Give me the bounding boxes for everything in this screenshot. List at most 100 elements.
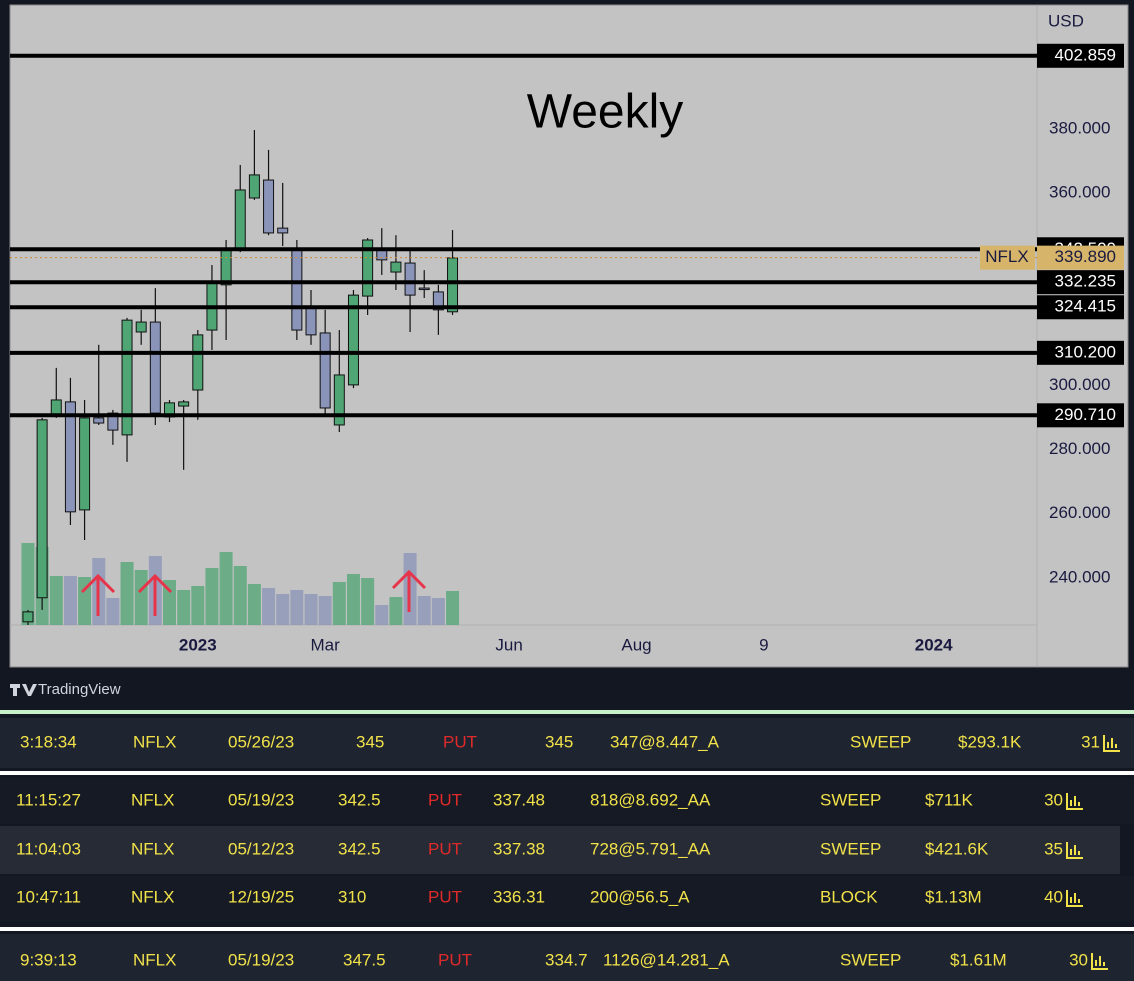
level-label: 324.415 <box>1055 297 1116 316</box>
currency: USD <box>1048 11 1084 30</box>
volume-bar <box>304 594 318 625</box>
premium: $293.1K <box>958 732 1022 751</box>
volume-bar <box>361 578 375 625</box>
count: 40 <box>1044 887 1063 906</box>
kind: SWEEP <box>820 790 881 809</box>
volume-bar <box>446 591 460 625</box>
premium: $421.6K <box>925 839 989 858</box>
last-price-label: 339.890 <box>1055 247 1116 266</box>
expiry: 05/19/23 <box>228 950 294 969</box>
fill: 728@5.791_AA <box>590 839 711 858</box>
x-tick-label: 9 <box>759 635 768 654</box>
row-bg <box>0 934 1134 981</box>
level-tag <box>1037 403 1124 428</box>
fill: 818@8.692_AA <box>590 790 711 809</box>
count: 31 <box>1081 732 1100 751</box>
time: 9:39:13 <box>20 950 77 969</box>
y-tick-label: 360.000 <box>1049 183 1110 202</box>
count: 30 <box>1044 790 1063 809</box>
row-bg <box>0 778 1134 824</box>
row-bg <box>0 718 1134 768</box>
candle-body <box>234 189 246 251</box>
divider <box>0 710 1134 714</box>
expiry: 05/12/23 <box>228 839 294 858</box>
y-tick-label: 380.000 <box>1049 119 1110 138</box>
chart-icon <box>1091 953 1108 970</box>
volume-bar <box>21 543 35 625</box>
time: 10:47:11 <box>16 887 81 906</box>
fill: 200@56.5_A <box>590 887 690 906</box>
volume-bar <box>49 576 63 625</box>
symbol-label: NFLX <box>985 247 1028 266</box>
candle-body <box>305 307 317 336</box>
strike: 347.5 <box>343 950 386 969</box>
volume-bar <box>63 576 77 625</box>
volume-bar <box>332 582 346 625</box>
kind: SWEEP <box>840 950 901 969</box>
candle-body <box>277 227 289 234</box>
chart-icon <box>1066 890 1083 907</box>
strike: 310 <box>338 887 366 906</box>
candle-body <box>362 239 374 297</box>
volume-bar <box>205 568 219 625</box>
row-bg <box>0 876 1134 922</box>
divider <box>0 927 1134 931</box>
volume-bar <box>417 596 431 625</box>
side: PUT <box>428 790 462 809</box>
candle-body <box>50 399 62 416</box>
y-tick-label: 280.000 <box>1049 439 1110 458</box>
candle-body <box>121 319 133 436</box>
kind: BLOCK <box>820 887 878 906</box>
strike: 342.5 <box>338 790 381 809</box>
candle-body <box>22 611 34 623</box>
fill: 347@8.447_A <box>610 732 720 751</box>
arrow <box>80 573 116 616</box>
candle-body <box>192 334 204 391</box>
premium: $1.61M <box>950 950 1007 969</box>
strike: 342.5 <box>338 839 381 858</box>
chart-title: Weekly <box>527 86 684 139</box>
x-tick-label: 2024 <box>915 635 953 654</box>
annotations <box>80 569 427 616</box>
volume-bar <box>247 584 261 625</box>
ticker: NFLX <box>131 839 174 858</box>
spot: 337.48 <box>493 790 545 809</box>
candle-body <box>36 419 48 599</box>
candle-body <box>149 321 161 414</box>
level-tag <box>1037 43 1124 68</box>
spot: 337.38 <box>493 839 545 858</box>
level-tag <box>1037 340 1124 365</box>
volume-bar <box>290 590 304 625</box>
candle-body <box>79 417 91 511</box>
row-bg <box>0 826 1120 874</box>
level-label: 310.200 <box>1055 342 1116 361</box>
level-tag <box>1037 295 1124 320</box>
candle-body <box>319 332 331 409</box>
level-label: 402.859 <box>1055 45 1116 64</box>
volume-bar <box>262 588 276 625</box>
volume-bar <box>318 596 332 625</box>
chart-icon <box>1103 735 1120 752</box>
candle-body <box>432 291 444 311</box>
volume-bar <box>346 574 360 625</box>
count: 35 <box>1044 839 1063 858</box>
level-tag <box>1037 270 1124 295</box>
expiry: 05/19/23 <box>228 790 294 809</box>
flow-table: 3:18:34 NFLX 05/26/23 345 PUT 345 347@8.447_A S… <box>16 732 1120 970</box>
candle-body <box>376 249 388 261</box>
kind: SWEEP <box>820 839 881 858</box>
candle-body <box>291 247 303 331</box>
brand-logo <box>10 684 37 696</box>
candle-body <box>447 257 459 313</box>
expiry: 05/26/23 <box>228 732 294 751</box>
ticker: NFLX <box>133 732 176 751</box>
x-tick-label: Jun <box>495 635 522 654</box>
candle-body <box>135 321 147 333</box>
volume-bar <box>78 577 92 625</box>
candle-body <box>418 287 430 291</box>
kind: SWEEP <box>850 732 911 751</box>
candle-body <box>263 179 275 234</box>
level-label: 290.710 <box>1055 405 1116 424</box>
volume-bar <box>134 570 148 625</box>
